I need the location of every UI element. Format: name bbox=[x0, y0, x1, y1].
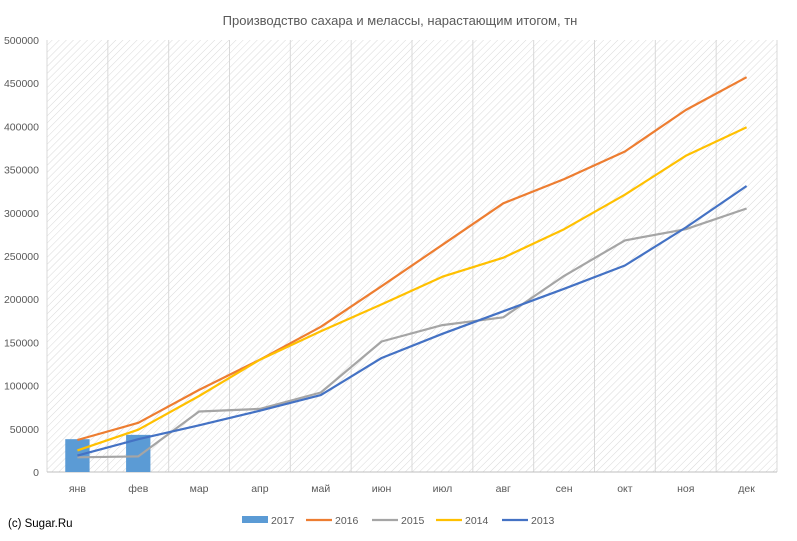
x-tick-label: авг bbox=[496, 483, 511, 495]
x-tick-label: июл bbox=[433, 483, 453, 495]
legend: 2017 2016 2015 2014 2013 bbox=[242, 515, 555, 527]
line-series-2014 bbox=[77, 126, 748, 452]
y-tick-label: 400000 bbox=[4, 121, 39, 133]
legend-label: 2016 bbox=[335, 515, 359, 527]
x-tick-label: май bbox=[311, 483, 330, 495]
x-tick-label: мар bbox=[190, 483, 209, 495]
y-tick-label: 250000 bbox=[4, 251, 39, 263]
y-tick-label: 300000 bbox=[4, 208, 39, 220]
legend-label: 2014 bbox=[465, 515, 489, 527]
legend-label: 2015 bbox=[401, 515, 425, 527]
chart-title: Производство сахара и мелассы, нарастающ… bbox=[223, 13, 578, 28]
line-series-2016 bbox=[77, 76, 748, 442]
y-tick-label: 50000 bbox=[10, 424, 39, 436]
x-tick-label: янв bbox=[69, 483, 86, 495]
legend-item-2017: 2017 bbox=[242, 515, 295, 527]
y-tick-label: 200000 bbox=[4, 294, 39, 306]
credit-text: (c) Sugar.Ru bbox=[8, 518, 73, 530]
x-tick-label: апр bbox=[251, 483, 269, 495]
x-tick-label: дек bbox=[738, 483, 755, 495]
x-tick-label: июн bbox=[372, 483, 392, 495]
legend-label: 2013 bbox=[531, 515, 555, 527]
x-tick-label: ноя bbox=[677, 483, 694, 495]
legend-swatch bbox=[242, 516, 268, 523]
legend-item-2016: 2016 bbox=[306, 515, 359, 527]
x-tick-label: фев bbox=[128, 483, 148, 495]
y-axis-ticks: 0 50000 100000 150000 200000 250000 300000 3500… bbox=[4, 35, 39, 479]
x-tick-label: окт bbox=[617, 483, 633, 495]
legend-item-2014: 2014 bbox=[436, 515, 489, 527]
legend-item-2013: 2013 bbox=[502, 515, 555, 527]
line-series bbox=[77, 76, 748, 459]
legend-label: 2017 bbox=[271, 515, 295, 527]
line-series-2015 bbox=[77, 207, 747, 459]
y-tick-label: 100000 bbox=[4, 381, 39, 393]
y-tick-label: 500000 bbox=[4, 35, 39, 47]
vertical-gridlines bbox=[46, 40, 778, 472]
y-tick-label: 150000 bbox=[4, 337, 39, 349]
y-tick-label: 450000 bbox=[4, 78, 39, 90]
line-series-2013 bbox=[77, 185, 748, 457]
y-tick-label: 0 bbox=[33, 467, 39, 479]
x-tick-label: сен bbox=[556, 483, 573, 495]
legend-item-2015: 2015 bbox=[372, 515, 425, 527]
x-axis-ticks: янв фев мар апр май июн июл авг сен окт ноя дек bbox=[69, 483, 755, 495]
y-tick-label: 350000 bbox=[4, 165, 39, 177]
